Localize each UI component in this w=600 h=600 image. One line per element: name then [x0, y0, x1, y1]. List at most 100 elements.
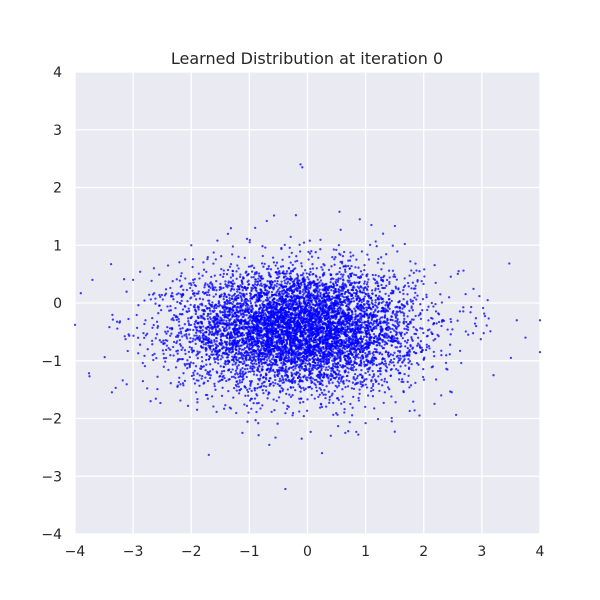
scatter-point [343, 400, 346, 404]
scatter-point [337, 372, 340, 375]
scatter-point [201, 329, 204, 332]
scatter-point [171, 345, 175, 349]
scatter-point [298, 358, 301, 361]
scatter-point [286, 277, 289, 280]
scatter-point [255, 324, 258, 327]
scatter-point [370, 299, 374, 302]
scatter-point [188, 309, 191, 313]
scatter-point [298, 279, 301, 282]
scatter-point [257, 401, 260, 405]
scatter-point [216, 356, 219, 359]
scatter-point [259, 407, 262, 410]
scatter-point [402, 285, 405, 289]
scatter-point [356, 294, 360, 298]
scatter-point [236, 290, 239, 293]
scatter-point [405, 354, 409, 357]
scatter-point [341, 340, 344, 344]
scatter-point [350, 300, 353, 303]
scatter-point [309, 430, 312, 434]
scatter-point [243, 368, 247, 371]
scatter-point [363, 263, 366, 267]
scatter-point [331, 381, 334, 384]
scatter-point [357, 356, 360, 359]
scatter-point [382, 401, 385, 405]
scatter-point [208, 329, 211, 332]
scatter-point [321, 274, 325, 277]
scatter-point [263, 262, 266, 266]
scatter-point [272, 398, 275, 401]
scatter-point [171, 280, 174, 283]
scatter-point [358, 392, 361, 395]
scatter-point [393, 351, 396, 354]
scatter-point [259, 315, 262, 318]
scatter-point [355, 368, 358, 371]
scatter-point [341, 351, 344, 354]
scatter-point [141, 379, 145, 383]
scatter-point [405, 341, 409, 344]
scatter-point [151, 326, 154, 329]
scatter-point [344, 326, 347, 329]
scatter-point [260, 262, 264, 265]
scatter-point [221, 375, 224, 379]
scatter-point [164, 288, 168, 291]
scatter-point [162, 357, 166, 360]
scatter-point [314, 300, 317, 303]
scatter-point [285, 270, 289, 273]
scatter-point [330, 289, 333, 292]
scatter-point [146, 348, 149, 351]
scatter-point [278, 283, 281, 286]
scatter-point [311, 263, 314, 266]
scatter-point [215, 370, 218, 373]
scatter-point [205, 270, 208, 274]
scatter-point [315, 386, 318, 389]
scatter-point [396, 250, 399, 253]
scatter-point [435, 322, 438, 325]
scatter-point [390, 416, 393, 420]
scatter-point [204, 393, 208, 397]
scatter-point [421, 297, 425, 301]
scatter-point [143, 299, 146, 302]
scatter-point [421, 309, 424, 312]
scatter-point [284, 411, 287, 415]
scatter-point [239, 375, 243, 378]
scatter-point [318, 281, 321, 284]
scatter-point [296, 289, 299, 293]
scatter-point [364, 405, 367, 409]
scatter-point [285, 392, 288, 396]
scatter-point [458, 349, 462, 353]
scatter-point [290, 251, 293, 255]
scatter-point [161, 298, 164, 301]
scatter-point [335, 278, 338, 281]
scatter-point [215, 340, 218, 343]
scatter-point [150, 279, 153, 283]
scatter-point [360, 298, 363, 302]
scatter-point [87, 372, 91, 375]
scatter-point [250, 346, 253, 350]
scatter-point [314, 366, 317, 370]
scatter-point [249, 302, 253, 305]
scatter-point [237, 267, 240, 270]
scatter-point [219, 311, 222, 314]
scatter-point [327, 288, 330, 292]
scatter-point [411, 302, 415, 305]
scatter-point [156, 387, 159, 391]
scatter-point [235, 277, 238, 280]
scatter-point [227, 353, 230, 356]
scatter-point [384, 350, 388, 353]
scatter-point [380, 268, 383, 271]
scatter-point [231, 283, 235, 286]
scatter-point [425, 295, 428, 299]
scatter-point [384, 359, 387, 363]
scatter-point [248, 387, 251, 390]
scatter-point [372, 311, 375, 314]
scatter-point [269, 268, 273, 271]
scatter-point [285, 407, 289, 411]
scatter-point [390, 299, 393, 303]
scatter-point [226, 362, 230, 366]
scatter-point [187, 350, 191, 354]
scatter-point [508, 262, 511, 265]
scatter-point [333, 258, 336, 261]
scatter-point [358, 312, 361, 315]
scatter-point [376, 261, 379, 264]
scatter-point [473, 322, 477, 325]
